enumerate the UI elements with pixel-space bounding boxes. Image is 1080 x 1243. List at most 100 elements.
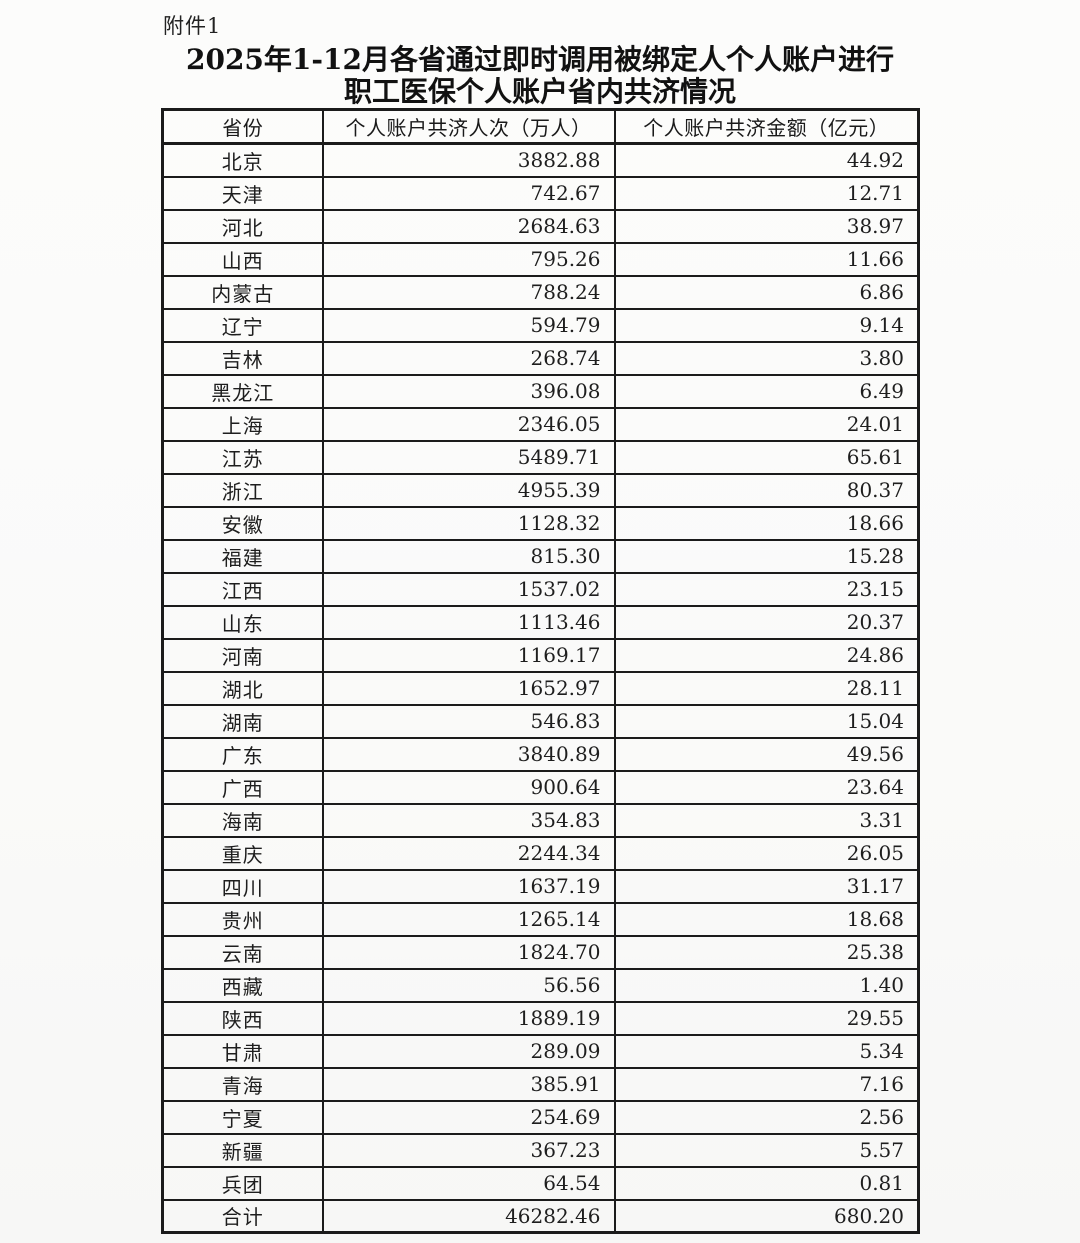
cell-province: 陕西 xyxy=(161,1000,324,1036)
cell-visits: 594.79 xyxy=(321,307,616,343)
cell-province: 甘肃 xyxy=(161,1033,324,1069)
cell-province: 西藏 xyxy=(161,967,324,1003)
cell-visits: 1113.46 xyxy=(321,604,616,640)
cell-province: 合计 xyxy=(161,1198,324,1234)
column-header-amount: 个人账户共济金额（亿元） xyxy=(613,108,920,145)
cell-amount: 25.38 xyxy=(613,934,920,970)
cell-province: 江西 xyxy=(161,571,324,607)
table-row: 重庆 2244.34 26.05 xyxy=(161,835,920,871)
table-row: 四川 1637.19 31.17 xyxy=(161,868,920,904)
cell-amount: 20.37 xyxy=(613,604,920,640)
cell-visits: 396.08 xyxy=(321,373,616,409)
table-row: 北京 3882.88 44.92 xyxy=(161,142,920,178)
cell-amount: 18.68 xyxy=(613,901,920,937)
table-total-row: 合计 46282.46 680.20 xyxy=(161,1198,920,1234)
cell-amount: 29.55 xyxy=(613,1000,920,1036)
table-row: 山东 1113.46 20.37 xyxy=(161,604,920,640)
cell-province: 山东 xyxy=(161,604,324,640)
cell-province: 重庆 xyxy=(161,835,324,871)
cell-visits: 546.83 xyxy=(321,703,616,739)
cell-visits: 4955.39 xyxy=(321,472,616,508)
table-row: 陕西 1889.19 29.55 xyxy=(161,1000,920,1036)
cell-visits: 2684.63 xyxy=(321,208,616,244)
table-row: 内蒙古 788.24 6.86 xyxy=(161,274,920,310)
cell-visits: 1889.19 xyxy=(321,1000,616,1036)
cell-province: 黑龙江 xyxy=(161,373,324,409)
cell-province: 贵州 xyxy=(161,901,324,937)
cell-province: 海南 xyxy=(161,802,324,838)
cell-visits: 354.83 xyxy=(321,802,616,838)
cell-amount: 23.64 xyxy=(613,769,920,805)
cell-visits: 1265.14 xyxy=(321,901,616,937)
table-row: 青海 385.91 7.16 xyxy=(161,1066,920,1102)
cell-visits: 1537.02 xyxy=(321,571,616,607)
cell-amount: 5.57 xyxy=(613,1132,920,1168)
cell-visits: 3840.89 xyxy=(321,736,616,772)
cell-amount: 18.66 xyxy=(613,505,920,541)
cell-amount: 7.16 xyxy=(613,1066,920,1102)
cell-visits: 254.69 xyxy=(321,1099,616,1135)
table-row: 宁夏 254.69 2.56 xyxy=(161,1099,920,1135)
cell-province: 山西 xyxy=(161,241,324,277)
table-header-row: 省份 个人账户共济人次（万人） 个人账户共济金额（亿元） xyxy=(161,108,920,145)
cell-province: 浙江 xyxy=(161,472,324,508)
cell-visits: 795.26 xyxy=(321,241,616,277)
cell-amount: 5.34 xyxy=(613,1033,920,1069)
cell-province: 广东 xyxy=(161,736,324,772)
cell-visits: 900.64 xyxy=(321,769,616,805)
cell-amount: 15.04 xyxy=(613,703,920,739)
cell-province: 新疆 xyxy=(161,1132,324,1168)
cell-visits: 1652.97 xyxy=(321,670,616,706)
table-row: 山西 795.26 11.66 xyxy=(161,241,920,277)
cell-visits: 742.67 xyxy=(321,175,616,211)
table-row: 安徽 1128.32 18.66 xyxy=(161,505,920,541)
attachment-label: 附件1 xyxy=(163,14,222,38)
table-row: 贵州 1265.14 18.68 xyxy=(161,901,920,937)
cell-amount: 2.56 xyxy=(613,1099,920,1135)
cell-visits: 385.91 xyxy=(321,1066,616,1102)
cell-province: 北京 xyxy=(161,142,324,178)
table-row: 辽宁 594.79 9.14 xyxy=(161,307,920,343)
cell-province: 河北 xyxy=(161,208,324,244)
cell-amount: 31.17 xyxy=(613,868,920,904)
cell-amount: 49.56 xyxy=(613,736,920,772)
cell-visits: 1169.17 xyxy=(321,637,616,673)
cell-amount: 3.80 xyxy=(613,340,920,376)
cell-amount: 1.40 xyxy=(613,967,920,1003)
table-row: 吉林 268.74 3.80 xyxy=(161,340,920,376)
cell-province: 河南 xyxy=(161,637,324,673)
column-header-visits: 个人账户共济人次（万人） xyxy=(321,108,616,145)
cell-province: 内蒙古 xyxy=(161,274,324,310)
cell-province: 四川 xyxy=(161,868,324,904)
cell-province: 青海 xyxy=(161,1066,324,1102)
cell-visits: 2346.05 xyxy=(321,406,616,442)
cell-province: 辽宁 xyxy=(161,307,324,343)
table-row: 天津 742.67 12.71 xyxy=(161,175,920,211)
table-row: 江苏 5489.71 65.61 xyxy=(161,439,920,475)
cell-province: 天津 xyxy=(161,175,324,211)
table-row: 湖北 1652.97 28.11 xyxy=(161,670,920,706)
table-body: 北京 3882.88 44.92 天津 742.67 12.71 河北 2684.63 38.9… xyxy=(161,142,920,1234)
table-row: 广东 3840.89 49.56 xyxy=(161,736,920,772)
cell-province: 江苏 xyxy=(161,439,324,475)
cell-visits: 46282.46 xyxy=(321,1198,616,1234)
cell-visits: 788.24 xyxy=(321,274,616,310)
cell-province: 福建 xyxy=(161,538,324,574)
table-row: 海南 354.83 3.31 xyxy=(161,802,920,838)
table-row: 黑龙江 396.08 6.49 xyxy=(161,373,920,409)
table-row: 云南 1824.70 25.38 xyxy=(161,934,920,970)
table-row: 福建 815.30 15.28 xyxy=(161,538,920,574)
cell-visits: 1128.32 xyxy=(321,505,616,541)
cell-amount: 3.31 xyxy=(613,802,920,838)
table-row: 广西 900.64 23.64 xyxy=(161,769,920,805)
cell-amount: 0.81 xyxy=(613,1165,920,1201)
table-row: 西藏 56.56 1.40 xyxy=(161,967,920,1003)
cell-amount: 9.14 xyxy=(613,307,920,343)
table-row: 上海 2346.05 24.01 xyxy=(161,406,920,442)
province-coassistance-table: 省份 个人账户共济人次（万人） 个人账户共济金额（亿元） 北京 3882.88 44… xyxy=(161,108,920,1234)
table-row: 江西 1537.02 23.15 xyxy=(161,571,920,607)
document-title: 2025年1-12月各省通过即时调用被绑定人个人账户进行 职工医保个人账户省内共… xyxy=(0,44,1080,108)
cell-amount: 38.97 xyxy=(613,208,920,244)
cell-province: 上海 xyxy=(161,406,324,442)
cell-amount: 11.66 xyxy=(613,241,920,277)
